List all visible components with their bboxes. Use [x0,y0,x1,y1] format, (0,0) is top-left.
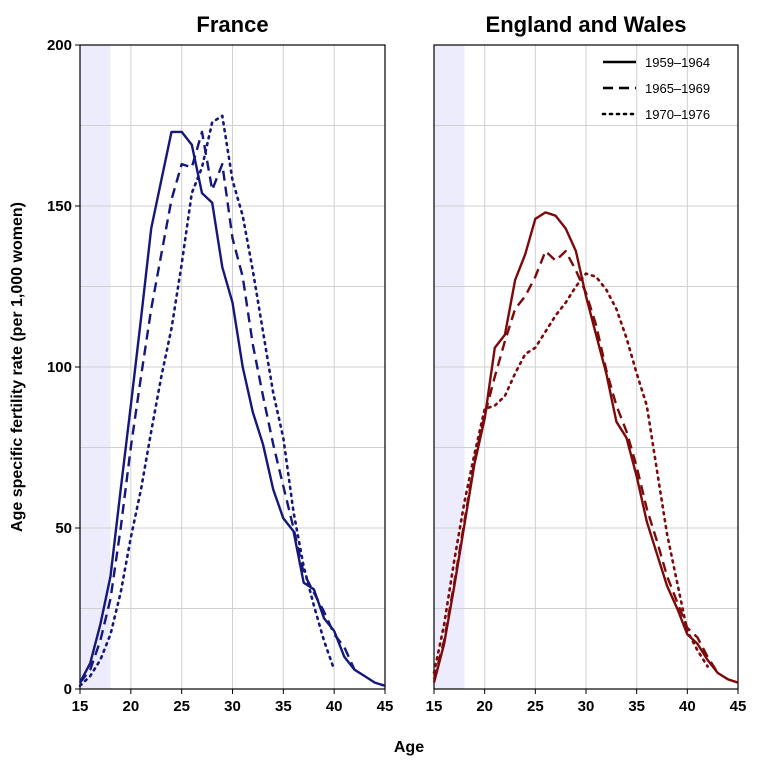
panel-0-series-solid-line [78,130,386,687]
panel-1-xtick-label-30: 30 [578,698,595,715]
ytick-label-100: 100 [47,359,72,376]
panel-0-series-dashed-line [79,130,356,684]
panel-0-xtick-label-35: 35 [275,698,292,715]
ytick-label-200: 200 [47,37,72,54]
panel-0-series-dotted-line [78,114,336,688]
panel-1-title: England and Wales [486,12,687,37]
panel-0-xtick-label-15: 15 [72,698,89,715]
panel-1-xtick-label-40: 40 [679,698,696,715]
x-axis-label: Age [394,739,424,756]
panel-1-xtick-label-15: 15 [426,698,443,715]
panel-0-xtick-label-45: 45 [377,698,394,715]
ytick-label-150: 150 [47,198,72,215]
panel-0-title: France [196,12,268,37]
ytick-label-50: 50 [55,520,72,537]
panel-1-xtick-label-35: 35 [628,698,645,715]
panel-0-xtick-label-30: 30 [224,698,241,715]
panel-1-series-dotted-line [432,272,709,675]
panel-1-xtick-label-20: 20 [476,698,493,715]
panel-1-series-dashed-line [432,249,719,680]
legend-label-solid: 1959–1964 [645,55,710,70]
panel-1-xtick-label-45: 45 [730,698,747,715]
panel-0-xtick-label-40: 40 [326,698,343,715]
panel-1-xtick-label-25: 25 [527,698,544,715]
ytick-label-0: 0 [64,681,72,698]
y-axis-label: Age specific fertility rate (per 1,000 w… [9,202,26,532]
panel-0-xtick-label-25: 25 [173,698,190,715]
panel-0-xtick-label-20: 20 [122,698,139,715]
legend-label-dotted: 1970–1976 [645,107,710,122]
legend-label-dashed: 1965–1969 [645,81,710,96]
